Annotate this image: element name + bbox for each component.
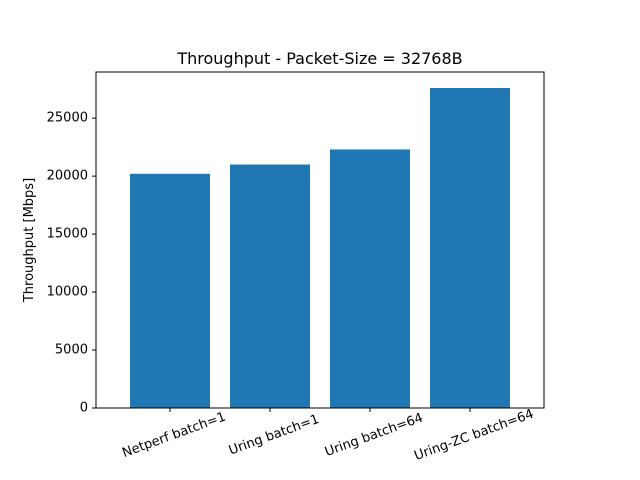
chart-title: Throughput - Packet-Size = 32768B	[176, 49, 462, 68]
x-axis-ticks: Netperf batch=1 Uring batch=1 Uring batch=…	[120, 407, 536, 464]
x-tick-label-2: Uring batch=64	[323, 411, 425, 460]
bar-3	[430, 88, 510, 408]
bar-0	[130, 173, 210, 408]
bar-1	[230, 164, 310, 408]
x-tick-label-1: Uring batch=1	[227, 412, 321, 459]
y-tick-label-3: 15000	[47, 227, 88, 242]
bars-group	[130, 88, 510, 408]
y-tick-label-0: 0	[80, 401, 88, 416]
y-tick-label-5: 25000	[47, 111, 88, 126]
y-axis-label: Throughput [Mbps]	[22, 178, 37, 303]
y-tick-label-2: 10000	[47, 285, 88, 300]
bar-2	[330, 149, 410, 408]
y-tick-label-4: 20000	[47, 169, 88, 184]
x-tick-label-0: Netperf batch=1	[120, 410, 228, 461]
y-axis-ticks: 0 5000 10000 15000 20000 25000	[47, 111, 96, 416]
y-tick-label-1: 5000	[55, 343, 88, 358]
plot-frame	[95, 71, 545, 409]
x-tick-label-3: Uring-ZC batch=64	[412, 407, 535, 464]
